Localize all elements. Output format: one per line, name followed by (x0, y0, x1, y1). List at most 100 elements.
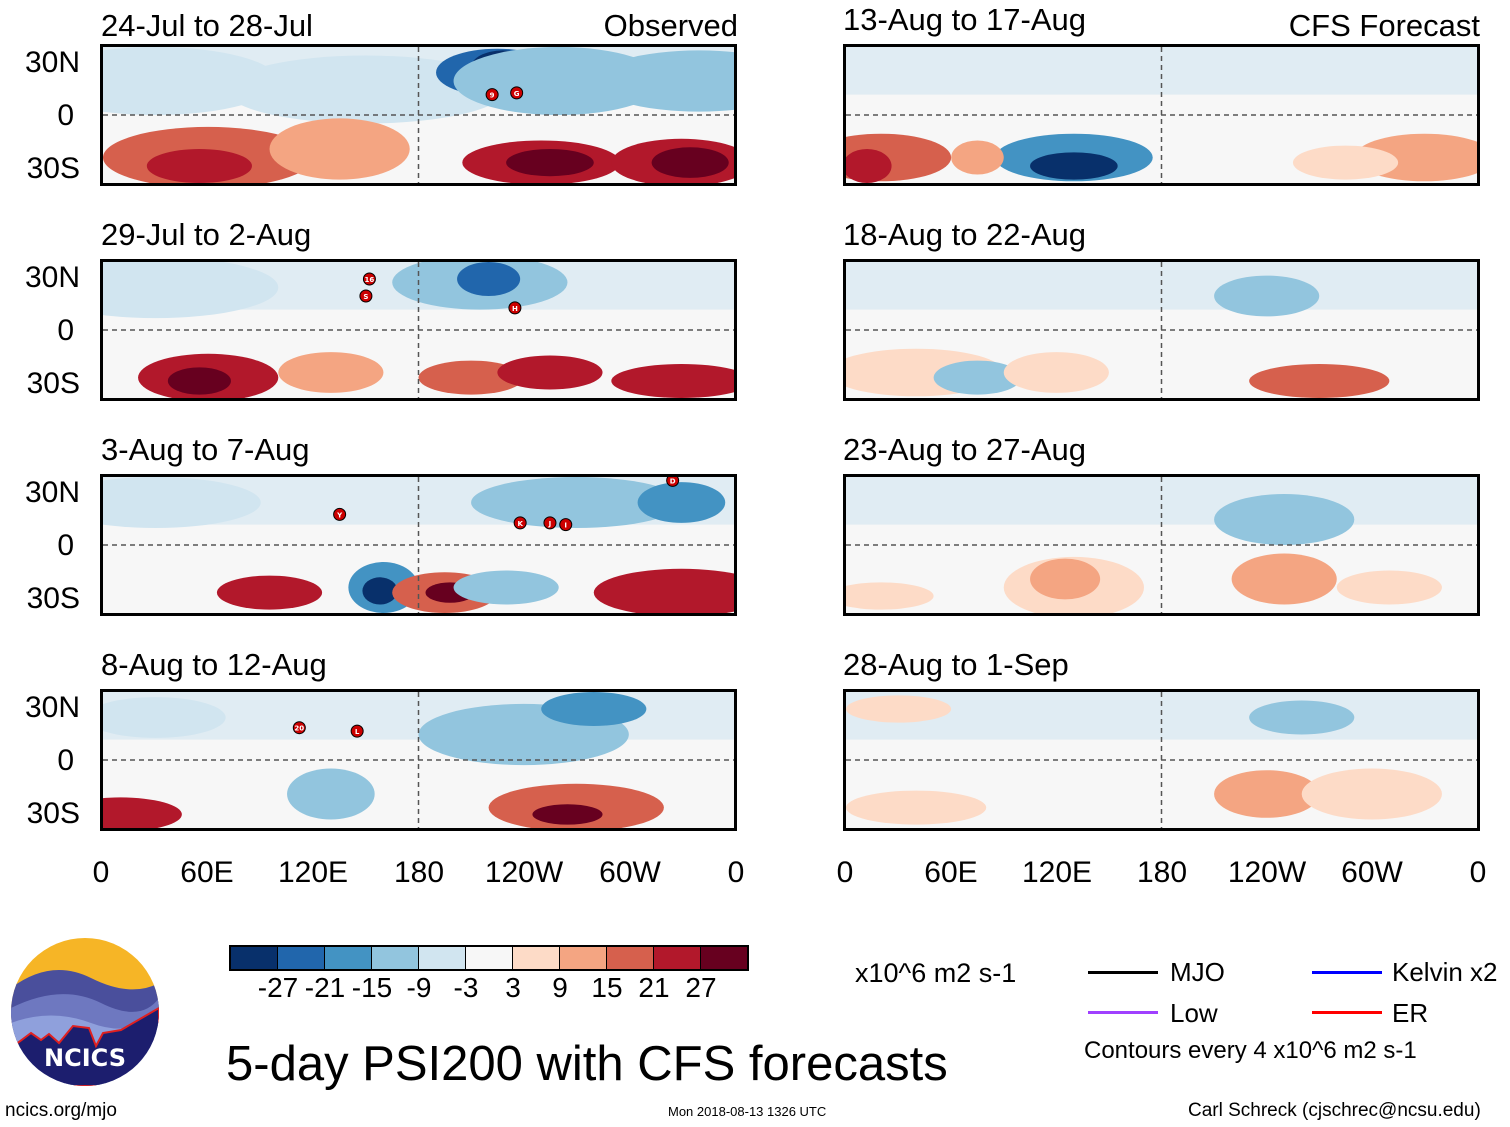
anomaly-region (453, 570, 559, 605)
storm-label: Y (336, 511, 343, 519)
map-svg: 20 L (103, 692, 734, 828)
storm-label: L (355, 728, 360, 736)
anomaly-region (103, 697, 226, 738)
anomaly-region (1214, 770, 1320, 818)
colorbar-units: x10^6 m2 s-1 (855, 958, 1017, 988)
colorbar-segment (466, 947, 513, 969)
colorbar-tick-label: 9 (552, 972, 568, 1003)
tropical-cyclone-icon: G (510, 86, 524, 100)
x-tick-label: 0 (836, 856, 854, 889)
map-panel-p5 (843, 44, 1480, 186)
anomaly-region (457, 262, 521, 296)
colorbar-segment (513, 947, 560, 969)
y-tick-label: 30S (26, 797, 80, 830)
legend-line-kelvin (1312, 971, 1382, 974)
tropical-cyclone-icon: D (666, 477, 680, 487)
storm-marker (510, 86, 524, 100)
anomaly-region (651, 147, 729, 178)
y-tick-label: 30S (26, 582, 80, 615)
colorbar-tick-label: -15 (351, 972, 393, 1003)
storm-label: 16 (365, 276, 375, 284)
storm-label: I (564, 522, 567, 530)
panel-title-p1: 24-Jul to 28-Jul (101, 8, 313, 43)
storm-label: 9 (490, 92, 495, 100)
map-panel-p3: Y K J I D (100, 474, 737, 616)
tropical-cyclone-icon: S (359, 289, 373, 303)
colorbar-tick-label: -9 (406, 972, 432, 1003)
tropical-cyclone-icon: Y (333, 507, 347, 521)
storm-marker (543, 516, 557, 530)
panel-title-p2: 29-Jul to 2-Aug (101, 217, 312, 252)
x-tick-label: 60W (599, 856, 661, 889)
ncics-logo-graphic: NCICS (11, 938, 159, 1086)
storm-label: G (514, 90, 520, 98)
legend-label-mjo: MJO (1170, 957, 1225, 987)
colorbar-tick-label: 27 (685, 972, 717, 1003)
storm-marker (559, 518, 573, 532)
colorbar-segment (607, 947, 654, 969)
x-tick-label: 60E (924, 856, 978, 889)
panel-tag-forecast: CFS Forecast (1288, 8, 1480, 43)
anomaly-region (1249, 700, 1355, 735)
website-link[interactable]: ncics.org/mjo (5, 1100, 117, 1121)
anomaly-region (1214, 494, 1355, 545)
storm-label: D (670, 477, 676, 485)
colorbar-tick-label: 3 (505, 972, 521, 1003)
logo-text: NCICS (44, 1044, 126, 1072)
panel-title-p4: 8-Aug to 12-Aug (101, 647, 327, 682)
anomaly-region (637, 482, 726, 523)
legend-label-er: ER (1392, 998, 1429, 1028)
ncics-logo: NCICS (11, 938, 159, 1086)
colorbar-tick-label: -3 (453, 972, 479, 1003)
colorbar-segment (325, 947, 372, 969)
anomaly-region (846, 582, 934, 610)
legend-line-mjo (1088, 971, 1158, 974)
tropical-cyclone-icon: I (559, 518, 573, 532)
map-panel-p6 (843, 259, 1480, 401)
tropical-cyclone-icon: L (350, 724, 364, 738)
panel-title-p5: 13-Aug to 17-Aug (843, 2, 1087, 37)
map-svg: Y K J I D (103, 477, 734, 613)
anomaly-region (933, 360, 1022, 395)
y-tick-label: 0 (57, 99, 74, 132)
y-tick-label: 30N (24, 46, 80, 79)
legend-label-low: Low (1170, 998, 1218, 1028)
figure-title: 5-day PSI200 with CFS forecasts (226, 1037, 948, 1091)
colorbar-segment (654, 947, 701, 969)
storm-label: J (548, 520, 552, 528)
map-panel-p4: 20 L (100, 689, 737, 831)
anomaly-region (611, 364, 734, 398)
storm-marker (508, 301, 522, 315)
colorbar-tick-label: 15 (591, 972, 623, 1003)
y-tick-label: 30S (26, 367, 80, 400)
author-credit: Carl Schreck (cjschrec@ncsu.edu) (1188, 1100, 1481, 1121)
x-tick-label: 0 (92, 856, 110, 889)
anomaly-region (497, 355, 603, 390)
anomaly-region (532, 804, 603, 825)
tropical-cyclone-icon: K (513, 516, 527, 530)
anomaly-region (1249, 364, 1390, 398)
anomaly-region (1030, 152, 1118, 180)
anomaly-region (846, 695, 952, 723)
storm-label: S (363, 293, 368, 301)
anomaly-region (1030, 558, 1101, 600)
anomaly-region (103, 477, 261, 528)
x-tick-label: 60W (1341, 856, 1403, 889)
anomaly-region (287, 768, 375, 820)
legend-label-kelvin: Kelvin x2 (1392, 957, 1498, 987)
storm-marker (333, 507, 347, 521)
tropical-cyclone-icon: 16 (362, 272, 376, 286)
anomaly-region (1336, 570, 1442, 605)
tropical-cyclone-icon: 9 (485, 88, 499, 102)
map-svg (846, 262, 1477, 398)
map-svg: 16 S H (103, 262, 734, 398)
colorbar-tick-label: 21 (638, 972, 670, 1003)
y-tick-label: 30N (24, 261, 80, 294)
anomaly-region (362, 577, 398, 605)
colorbar-segment (560, 947, 607, 969)
y-tick-label: 30N (24, 691, 80, 724)
colorbar (229, 945, 749, 971)
x-tick-label: 120W (484, 856, 564, 889)
anomaly-region (1003, 352, 1109, 393)
anomaly-region (846, 149, 892, 183)
